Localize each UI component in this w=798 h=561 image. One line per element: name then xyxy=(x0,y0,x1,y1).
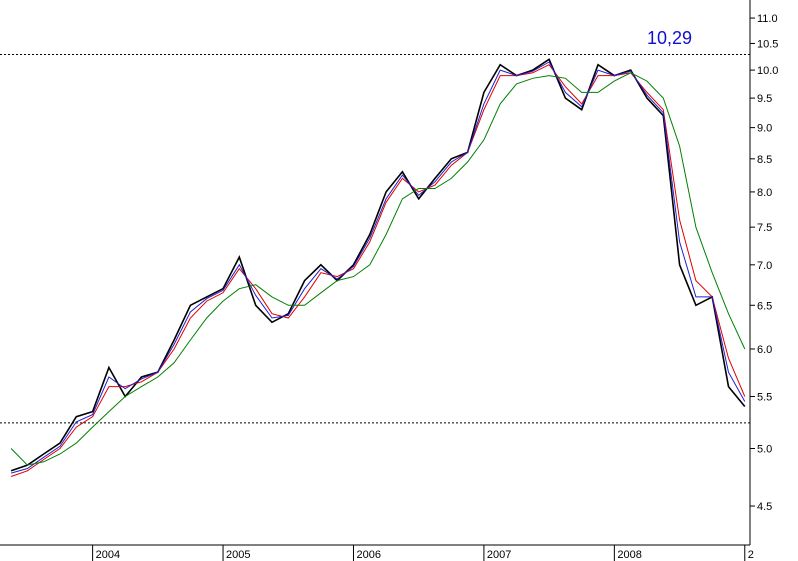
y-tick-label: 9.5 xyxy=(757,93,772,105)
series-line xyxy=(10,64,746,477)
y-tick-label: 10.0 xyxy=(757,65,778,77)
y-tick-label: 6.5 xyxy=(757,300,772,312)
y-tick-label: 9.0 xyxy=(757,123,772,135)
y-tick-label: 8.0 xyxy=(757,187,772,199)
x-tick-label: 2005 xyxy=(226,549,250,561)
y-tick-label: 6.0 xyxy=(757,344,772,356)
y-tick-label: 7.5 xyxy=(757,222,772,234)
y-tick-label: 8.5 xyxy=(757,154,772,166)
y-tick-label: 7.0 xyxy=(757,260,772,272)
y-tick-label: 5.0 xyxy=(757,444,772,456)
annotation: 10,29 xyxy=(647,28,692,48)
series-line xyxy=(10,72,746,466)
y-tick-label: 4.5 xyxy=(757,501,772,513)
y-tick-label: 11.0 xyxy=(757,13,778,25)
x-tick-label: 2008 xyxy=(617,549,641,561)
x-tick-label: 2004 xyxy=(96,549,120,561)
series-line xyxy=(10,61,746,474)
y-tick-label: 10.5 xyxy=(757,38,778,50)
x-tick-label: 2 xyxy=(748,549,754,561)
x-tick-label: 2007 xyxy=(487,549,511,561)
y-tick-label: 5.5 xyxy=(757,391,772,403)
series-line xyxy=(10,58,746,472)
x-tick-label: 2006 xyxy=(356,549,380,561)
